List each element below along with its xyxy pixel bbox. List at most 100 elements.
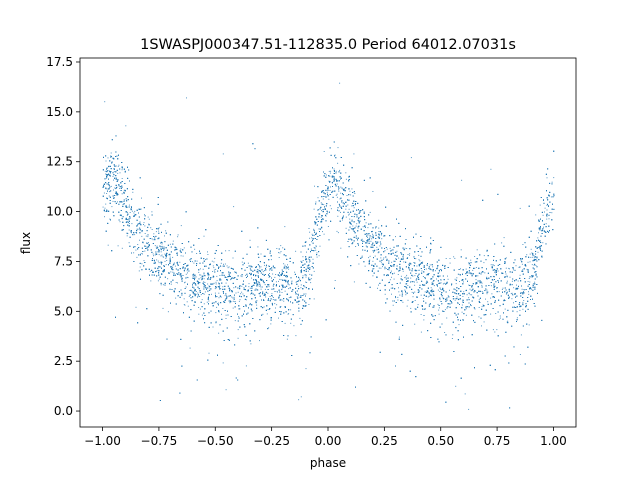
data-point: [338, 190, 340, 192]
data-point: [516, 284, 517, 286]
data-point: [160, 284, 162, 286]
data-point: [250, 343, 252, 345]
data-point: [483, 262, 485, 264]
data-point: [455, 385, 457, 387]
data-point: [250, 272, 252, 274]
data-point: [474, 308, 476, 310]
data-point: [550, 196, 552, 198]
data-point: [401, 291, 403, 293]
data-point: [255, 300, 257, 302]
data-point: [306, 251, 307, 253]
data-point: [359, 217, 361, 219]
data-point: [421, 270, 423, 272]
data-point: [437, 303, 439, 305]
data-point: [208, 285, 210, 287]
data-point: [418, 254, 420, 256]
data-point: [334, 280, 336, 281]
data-point: [141, 231, 143, 233]
data-point: [430, 269, 432, 271]
data-point: [526, 268, 528, 270]
data-point: [164, 235, 165, 237]
data-point: [245, 365, 247, 367]
data-point: [373, 268, 375, 270]
data-point: [224, 295, 226, 297]
data-point: [215, 322, 217, 324]
data-point: [296, 296, 298, 298]
data-point: [105, 188, 107, 190]
data-point: [418, 289, 420, 291]
data-point: [125, 206, 127, 208]
data-point: [203, 293, 205, 295]
data-point: [527, 281, 529, 282]
data-point: [288, 288, 290, 290]
data-point: [545, 223, 547, 225]
data-point: [249, 239, 251, 241]
data-point: [169, 256, 171, 258]
data-point: [389, 247, 391, 249]
data-point: [440, 279, 442, 280]
data-point: [526, 254, 528, 256]
data-point: [409, 254, 410, 256]
data-point: [180, 275, 182, 276]
data-point: [161, 245, 163, 247]
data-point: [322, 218, 324, 220]
data-point: [304, 286, 306, 288]
data-point: [319, 245, 321, 247]
data-point: [299, 300, 301, 302]
data-point: [213, 267, 215, 269]
data-point: [527, 270, 529, 272]
data-point: [532, 283, 534, 285]
data-point: [172, 240, 174, 242]
data-point: [323, 233, 325, 235]
data-point: [516, 311, 518, 313]
data-point: [447, 295, 449, 297]
data-point: [465, 273, 467, 275]
data-point: [144, 250, 146, 252]
data-point: [378, 219, 380, 221]
data-point: [506, 276, 508, 278]
data-point: [465, 308, 467, 310]
data-point: [227, 267, 229, 269]
data-point: [474, 290, 476, 292]
data-point: [260, 285, 261, 287]
data-point: [318, 228, 320, 230]
data-point: [391, 261, 393, 263]
data-point: [195, 293, 197, 295]
data-point: [338, 189, 340, 191]
data-point: [316, 252, 318, 254]
data-point: [326, 191, 328, 193]
data-point: [372, 260, 374, 262]
data-point: [147, 246, 149, 248]
data-point: [223, 263, 224, 265]
data-point: [126, 221, 128, 222]
data-point: [345, 208, 347, 210]
data-point: [511, 292, 513, 294]
data-point: [485, 298, 486, 300]
data-point: [163, 248, 165, 250]
data-point: [139, 266, 141, 268]
data-point: [331, 176, 333, 178]
data-point: [420, 294, 422, 296]
data-point: [506, 280, 508, 282]
data-point: [503, 237, 505, 239]
data-point: [416, 269, 418, 271]
data-point: [380, 267, 382, 269]
data-point: [225, 389, 227, 391]
data-point: [162, 307, 164, 309]
data-point: [117, 172, 119, 174]
data-point: [333, 168, 335, 170]
data-point: [425, 278, 426, 280]
data-point: [278, 252, 279, 254]
data-point: [386, 248, 388, 250]
data-point: [349, 190, 351, 192]
data-point: [364, 225, 366, 227]
data-point: [152, 253, 154, 255]
data-point: [414, 275, 416, 277]
data-point: [228, 250, 230, 252]
data-point: [241, 276, 243, 278]
data-point: [532, 256, 534, 258]
data-point: [158, 227, 160, 229]
data-point: [438, 307, 440, 309]
data-point: [474, 256, 476, 257]
data-point: [157, 260, 159, 262]
